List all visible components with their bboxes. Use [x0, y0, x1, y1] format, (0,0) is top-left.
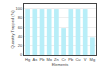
- svg-text:20: 20: [18, 43, 23, 48]
- svg-text:80: 80: [18, 15, 23, 20]
- svg-text:Quantity Trapped (%): Quantity Trapped (%): [10, 10, 15, 49]
- svg-text:Elements: Elements: [52, 62, 69, 67]
- svg-text:Pb: Pb: [40, 57, 46, 62]
- svg-text:Cr: Cr: [61, 57, 66, 62]
- svg-text:V: V: [84, 57, 87, 62]
- svg-text:0: 0: [20, 52, 23, 57]
- svg-text:As: As: [32, 57, 37, 62]
- svg-text:Mg: Mg: [90, 57, 96, 62]
- svg-text:Zn: Zn: [54, 57, 59, 62]
- svg-text:Mo: Mo: [46, 57, 52, 62]
- svg-text:60: 60: [18, 25, 23, 30]
- svg-text:Cu: Cu: [75, 57, 80, 62]
- svg-text:Hg: Hg: [25, 57, 30, 62]
- svg-text:40: 40: [18, 34, 23, 39]
- svg-text:100: 100: [16, 6, 23, 11]
- svg-text:Pb: Pb: [68, 57, 74, 62]
